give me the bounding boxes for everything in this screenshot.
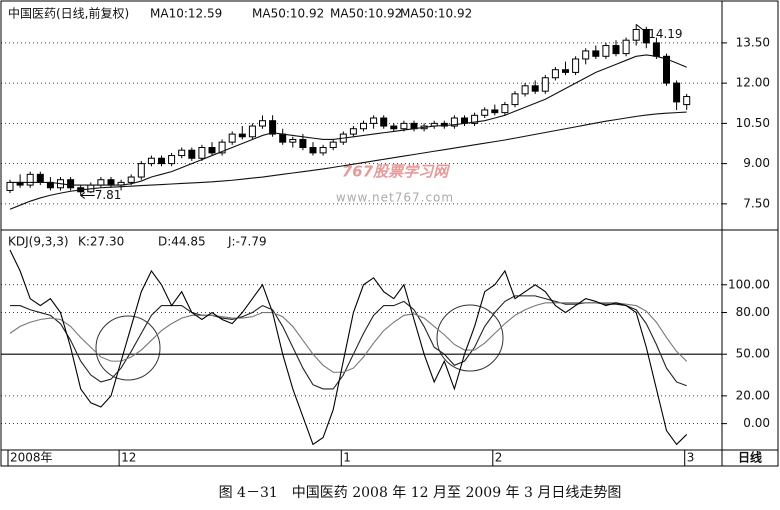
candle-body [511, 93, 519, 106]
candle-body [551, 69, 559, 79]
header-label: J:-7.79 [227, 235, 267, 249]
header-label: MA50:10.92 [330, 7, 402, 21]
candle-body [137, 163, 145, 178]
y-tick-label: 80.00 [736, 305, 770, 319]
candle-body [582, 50, 590, 60]
y-tick-label: 7.50 [743, 196, 770, 210]
candle-body [147, 157, 155, 165]
x-tick-label: 2 [495, 451, 503, 465]
indicator-title: KDJ(9,3,3) [8, 235, 69, 249]
period-label: 日线 [738, 450, 762, 465]
chart-title: 中国医药(日线,前复权) [8, 6, 129, 21]
candle-body [471, 114, 479, 124]
candle-body [349, 128, 357, 135]
candle-body [218, 141, 226, 154]
candle-body [248, 125, 256, 138]
watermark-url: www.net767.com [336, 191, 454, 205]
y-tick-label: 100.00 [728, 277, 770, 291]
annotation-leader [635, 23, 647, 33]
candle-body [592, 50, 600, 57]
header-label: MA10:12.59 [150, 7, 222, 21]
candle-body [562, 69, 569, 73]
candle-body [360, 122, 367, 130]
candle-body [67, 179, 75, 189]
candle-body [36, 173, 44, 183]
candle-body [329, 141, 337, 149]
candle-body [622, 39, 630, 55]
y-tick-label: 0.00 [743, 416, 770, 430]
candle-body [642, 28, 650, 44]
highlight-circle [436, 304, 504, 372]
candle-body [228, 133, 236, 143]
y-tick-label: 10.50 [736, 116, 770, 130]
candle-body [501, 104, 509, 114]
y-tick-label: 12.00 [736, 76, 770, 90]
candle-body [612, 45, 620, 55]
x-tick-label: 12 [121, 451, 136, 465]
candle-body [673, 82, 681, 103]
series-line [9, 302, 688, 373]
candle-body [491, 109, 499, 114]
x-tick-label: 3 [687, 451, 695, 465]
candle-body [6, 181, 14, 191]
candle-body [26, 173, 34, 186]
candle-body [289, 138, 297, 143]
x-tick-label: 1 [343, 451, 351, 465]
candle-body [127, 176, 135, 183]
header-label: K:27.30 [78, 235, 124, 249]
candle-body [238, 133, 246, 138]
candle-body [481, 109, 489, 116]
annotation: 14.19 [648, 27, 682, 41]
candle-body [97, 179, 105, 186]
y-tick-label: 9.00 [743, 156, 770, 170]
annotation-arrow [80, 192, 95, 199]
annotation: 7.81 [95, 188, 122, 202]
header-label: D:44.85 [158, 235, 206, 249]
candle-body [198, 147, 206, 159]
candle-body [178, 149, 186, 157]
watermark: 767股票学习网 [342, 163, 451, 181]
candle-body [652, 42, 660, 57]
caption: 图 4－31 中国医药 2008 年 12 月至 2009 年 3 月日线走势图 [219, 485, 622, 501]
candle-body [541, 77, 549, 92]
candle-body [168, 155, 176, 165]
frame [0, 0, 779, 467]
series-line [10, 54, 687, 186]
x-tick-label: 2008年 [10, 451, 53, 465]
candle-body [602, 45, 610, 57]
candle-body [299, 138, 307, 149]
series-line [9, 249, 688, 446]
candle-body [107, 179, 115, 186]
y-tick-label: 50.00 [736, 347, 770, 361]
candle-body [632, 28, 640, 41]
highlight-circle [95, 315, 161, 381]
y-tick-label: 20.00 [736, 388, 770, 402]
y-tick-label: 13.50 [736, 35, 770, 49]
candle-body [269, 120, 277, 135]
candle-body [309, 147, 317, 154]
candle-body [390, 125, 398, 130]
candle-body [572, 58, 580, 73]
candle-body [208, 147, 216, 154]
candle-body [319, 147, 327, 154]
candle-body [663, 55, 670, 84]
series-line [9, 111, 687, 210]
candle-body [400, 122, 408, 130]
candle-body [259, 120, 266, 127]
candle-body [188, 149, 196, 159]
candle-body [683, 96, 691, 106]
candle-body [370, 117, 378, 124]
candle-body [521, 85, 529, 95]
series-line [10, 295, 687, 390]
header-label: MA50:10.92 [400, 7, 472, 21]
candle-body [531, 85, 539, 92]
candle-body [450, 117, 458, 127]
candle-body [158, 157, 165, 165]
header-label: MA50:10.92 [252, 7, 324, 21]
candle-body [380, 117, 388, 127]
candle-body [279, 133, 287, 143]
